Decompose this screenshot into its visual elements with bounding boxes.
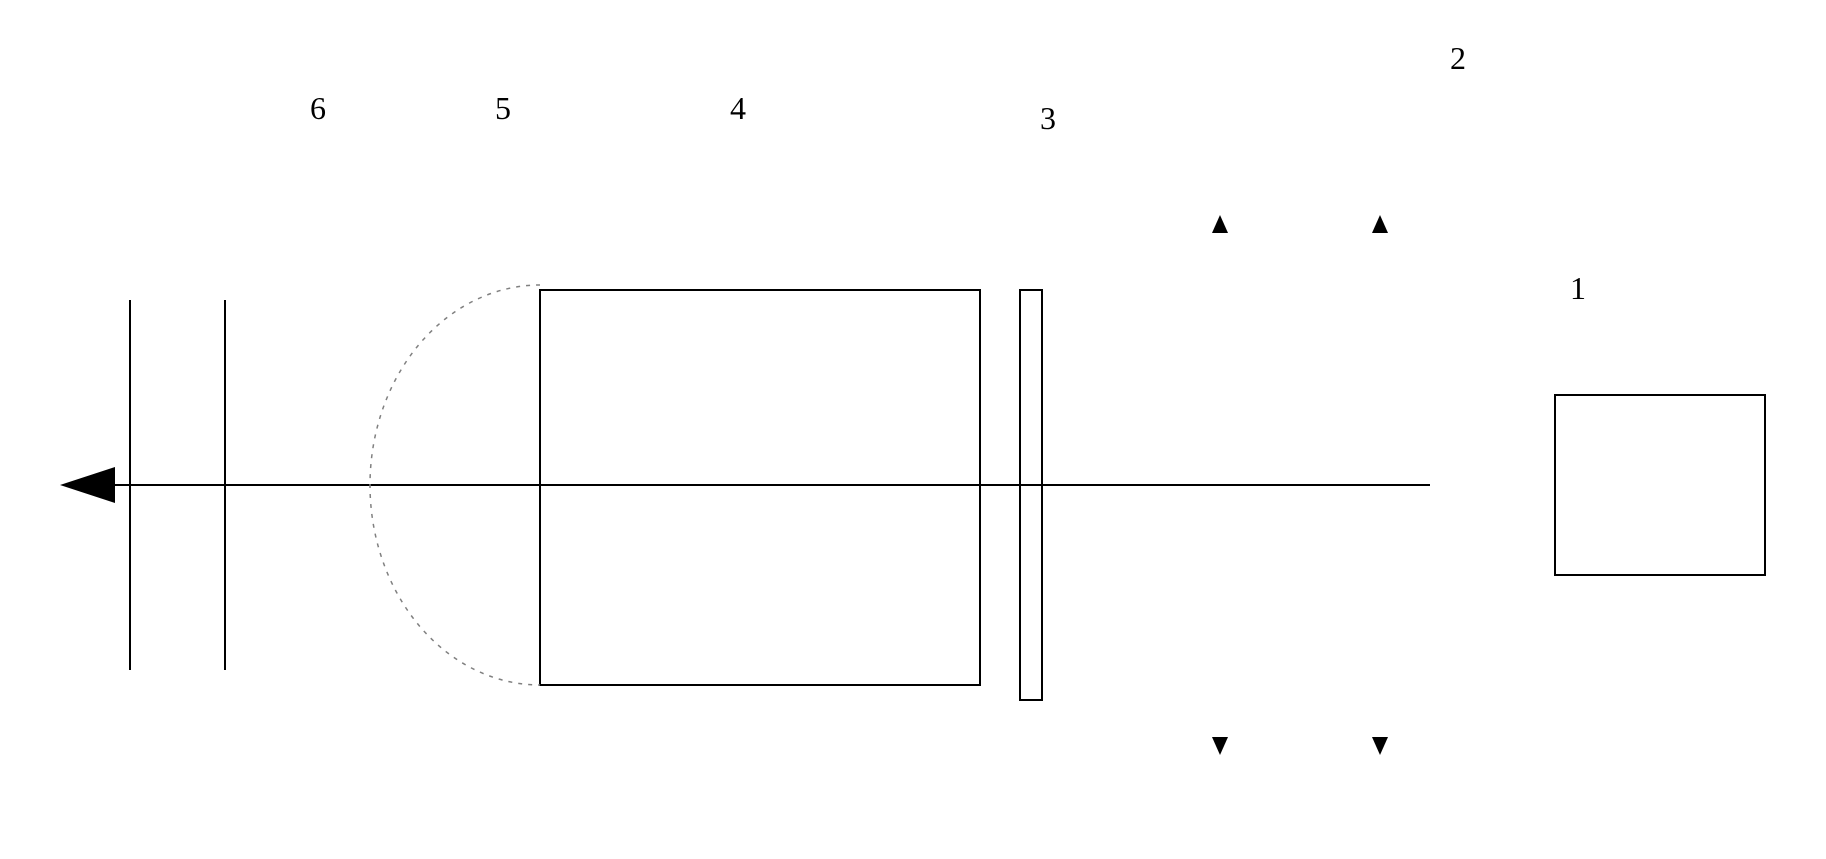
label-1: 1	[1570, 270, 1586, 307]
label-6: 6	[310, 90, 326, 127]
label-5: 5	[495, 90, 511, 127]
component-3-plate	[1020, 290, 1042, 700]
label-3: 3	[1040, 100, 1056, 137]
bracket-arrow-up-icon	[1372, 215, 1388, 233]
label-2: 2	[1450, 40, 1466, 77]
label-4: 4	[730, 90, 746, 127]
bracket-arrow-up-icon	[1212, 215, 1228, 233]
component-1-box	[1555, 395, 1765, 575]
arrowhead-icon	[60, 467, 115, 503]
component-4-box	[540, 290, 980, 685]
optical-diagram	[0, 0, 1826, 859]
bracket-arrow-down-icon	[1212, 737, 1228, 755]
bracket-arrow-down-icon	[1372, 737, 1388, 755]
